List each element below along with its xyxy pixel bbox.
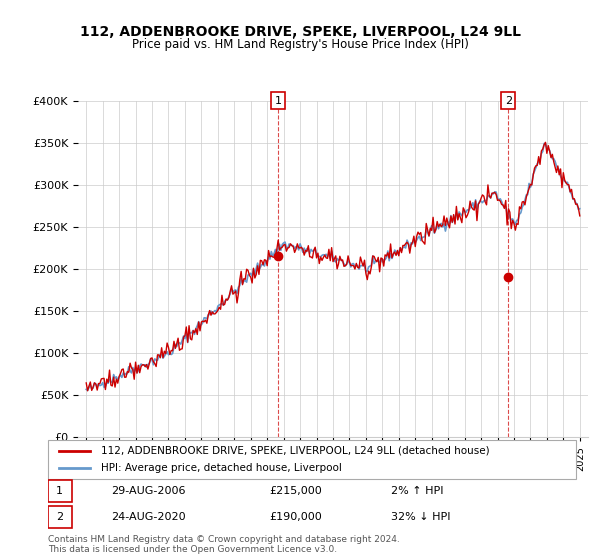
Text: 112, ADDENBROOKE DRIVE, SPEKE, LIVERPOOL, L24 9LL: 112, ADDENBROOKE DRIVE, SPEKE, LIVERPOOL…	[79, 25, 521, 39]
Text: 1: 1	[56, 487, 63, 496]
Text: 24-AUG-2020: 24-AUG-2020	[112, 512, 186, 521]
Text: Price paid vs. HM Land Registry's House Price Index (HPI): Price paid vs. HM Land Registry's House …	[131, 38, 469, 51]
Text: 2: 2	[505, 96, 512, 106]
Text: 29-AUG-2006: 29-AUG-2006	[112, 487, 186, 496]
Text: 32% ↓ HPI: 32% ↓ HPI	[391, 512, 451, 521]
Text: Contains HM Land Registry data © Crown copyright and database right 2024.
This d: Contains HM Land Registry data © Crown c…	[48, 535, 400, 554]
FancyBboxPatch shape	[48, 506, 72, 528]
Text: 2: 2	[56, 512, 63, 521]
Text: £215,000: £215,000	[270, 487, 323, 496]
FancyBboxPatch shape	[48, 480, 72, 502]
Text: £190,000: £190,000	[270, 512, 323, 521]
Text: 2% ↑ HPI: 2% ↑ HPI	[391, 487, 444, 496]
Text: 112, ADDENBROOKE DRIVE, SPEKE, LIVERPOOL, L24 9LL (detached house): 112, ADDENBROOKE DRIVE, SPEKE, LIVERPOOL…	[101, 446, 490, 456]
Text: HPI: Average price, detached house, Liverpool: HPI: Average price, detached house, Live…	[101, 463, 341, 473]
Text: 1: 1	[275, 96, 281, 106]
FancyBboxPatch shape	[48, 440, 576, 479]
